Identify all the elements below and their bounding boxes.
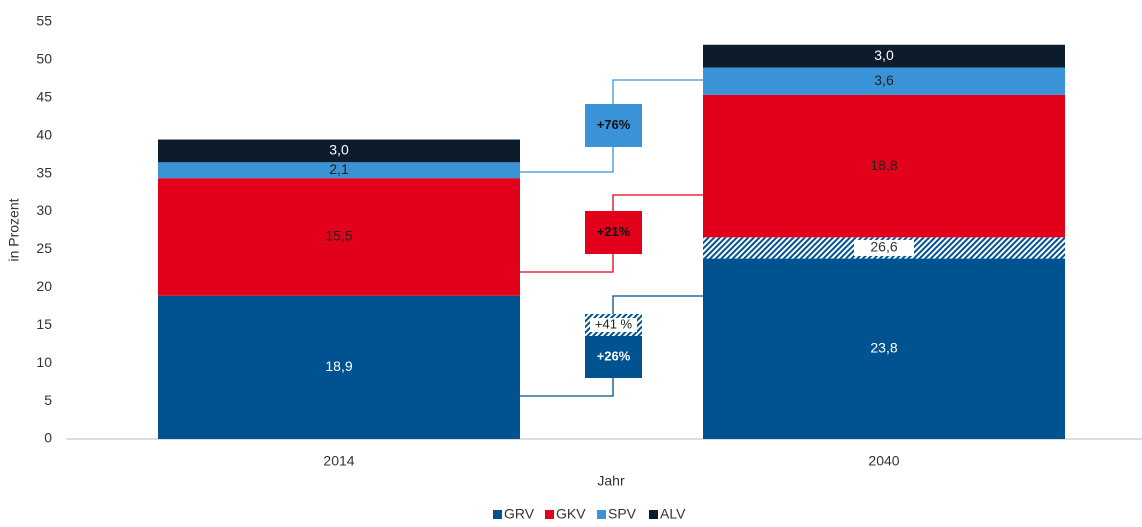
- y-axis-label: in Prozent: [6, 198, 22, 261]
- change-label: +26%: [597, 348, 631, 363]
- y-tick-label: 0: [44, 430, 52, 446]
- connector: [612, 79, 703, 104]
- legend-swatch: [493, 510, 502, 519]
- y-tick-label: 45: [36, 89, 52, 105]
- change-box: [585, 104, 642, 147]
- legend-swatch: [545, 510, 554, 519]
- connector: [612, 194, 703, 211]
- y-tick-label: 50: [36, 51, 52, 67]
- bar-segment: [703, 44, 1065, 68]
- bar-segment: [703, 67, 1065, 95]
- change-box: [585, 336, 642, 378]
- legend-label: SPV: [608, 506, 637, 522]
- bar-segment: [703, 258, 1065, 439]
- y-tick-label: 35: [36, 164, 52, 180]
- y-tick-label: 25: [36, 240, 52, 256]
- y-tick-label: 10: [36, 354, 52, 370]
- value-label: 23,8: [870, 339, 897, 355]
- connector: [520, 147, 614, 173]
- y-tick-label: 30: [36, 202, 52, 218]
- y-tick-label: 5: [44, 392, 52, 408]
- legend-label: ALV: [660, 506, 686, 522]
- y-tick-label: 15: [36, 316, 52, 332]
- legend-label: GRV: [504, 506, 535, 522]
- value-label: 2,1: [329, 161, 349, 177]
- x-tick-label: 2014: [323, 453, 354, 469]
- y-tick-label: 40: [36, 126, 52, 142]
- change-label: +21%: [597, 224, 631, 239]
- value-label: 26,6: [870, 239, 897, 255]
- connector: [612, 295, 703, 314]
- value-label: 3,0: [329, 142, 349, 158]
- value-label: 3,6: [874, 72, 894, 88]
- value-label: 18,9: [325, 358, 352, 374]
- value-label: 3,0: [874, 47, 894, 63]
- label-box: [590, 318, 637, 332]
- change-label: +76%: [597, 117, 631, 132]
- connector: [520, 378, 614, 397]
- bar-segment: [158, 295, 520, 439]
- x-axis-label: Jahr: [597, 473, 625, 489]
- change-box: [585, 211, 642, 254]
- bar-segment: [158, 162, 520, 179]
- legend-swatch: [649, 510, 658, 519]
- change-label: +41 %: [595, 316, 633, 331]
- value-label: 15,5: [325, 228, 352, 244]
- x-tick-label: 2040: [868, 453, 899, 469]
- connector: [520, 254, 614, 273]
- legend-label: GKV: [556, 506, 586, 522]
- y-tick-label: 55: [36, 13, 52, 29]
- legend-swatch: [597, 510, 606, 519]
- bar-segment: [703, 94, 1065, 238]
- value-label: 18,8: [870, 157, 897, 173]
- label-box: [854, 239, 914, 256]
- bar-segment: [158, 139, 520, 163]
- bar-segment: [158, 178, 520, 296]
- y-tick-label: 20: [36, 278, 52, 294]
